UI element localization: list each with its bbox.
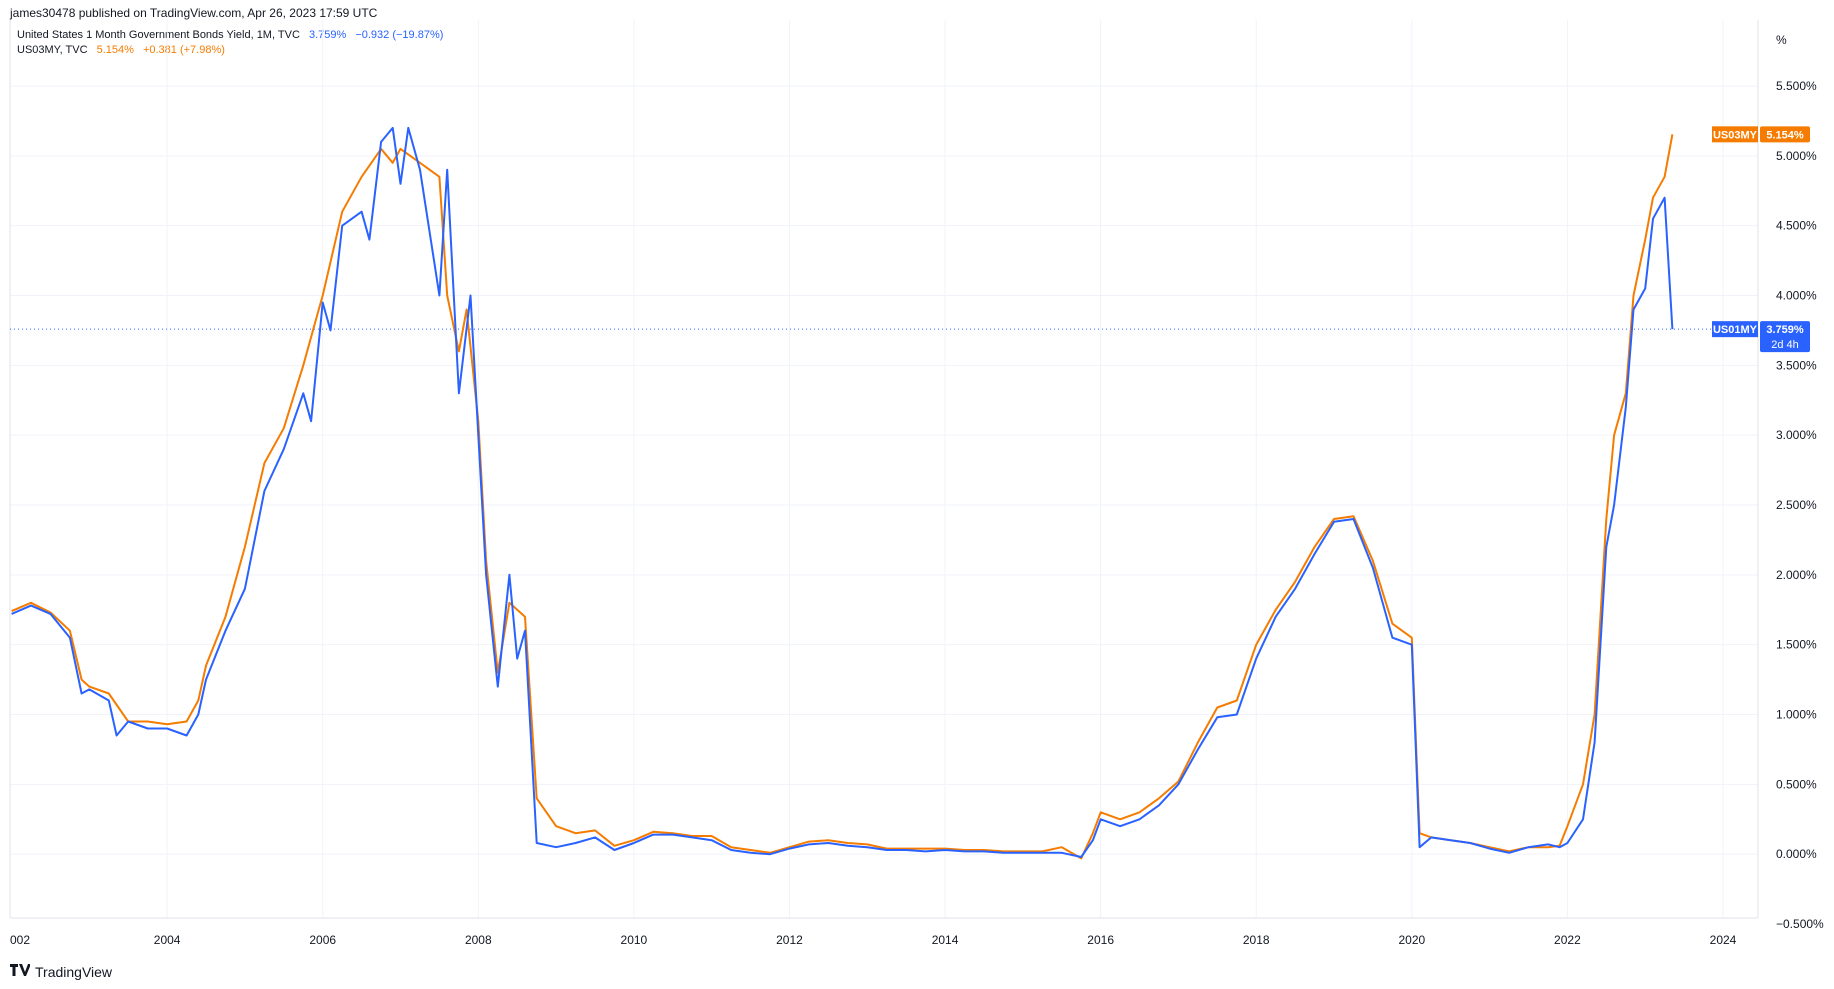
y-tick-label: 5.500% bbox=[1776, 79, 1817, 93]
x-tick-label: 2020 bbox=[1398, 933, 1425, 947]
axis-unit-label: % bbox=[1776, 33, 1787, 47]
time-axis[interactable]: 002 2004 2006 2008 2010 2012 2014 2016 2018 2020 2… bbox=[10, 933, 1737, 947]
y-tick-label: 4.500% bbox=[1776, 219, 1817, 233]
y-tick-label: 0.000% bbox=[1776, 847, 1817, 861]
legend-change-us01my: −0.932 (−19.87%) bbox=[355, 29, 444, 41]
legend-row-us03my[interactable]: US03MY, TVC 5.154% +0.381 (+7.98%) bbox=[17, 44, 231, 56]
price-tag-us01my[interactable]: US01MY 3.759% 2d 4h bbox=[1712, 321, 1810, 353]
price-tag-countdown: 2d 4h bbox=[1771, 339, 1799, 351]
tradingview-logo[interactable]: TradingView bbox=[10, 963, 112, 980]
y-tick-label: 0.500% bbox=[1776, 777, 1817, 791]
legend-row-us01my[interactable]: United States 1 Month Government Bonds Y… bbox=[17, 29, 449, 41]
price-tag-symbol: US03MY bbox=[1713, 129, 1758, 141]
price-tag-symbol: US01MY bbox=[1713, 324, 1758, 336]
x-tick-label: 2010 bbox=[621, 933, 648, 947]
x-tick-label: 2014 bbox=[932, 933, 959, 947]
x-tick-label: 2018 bbox=[1243, 933, 1270, 947]
series-line-us03my[interactable] bbox=[11, 134, 1674, 860]
x-tick-label: 2022 bbox=[1554, 933, 1581, 947]
legend-value-us01my: 3.759% bbox=[308, 29, 347, 41]
legend-name-us01my: United States 1 Month Government Bonds Y… bbox=[17, 29, 300, 41]
legend-value-us03my: 5.154% bbox=[96, 44, 134, 56]
price-tag-value: 3.759% bbox=[1766, 324, 1804, 336]
legend-name-us03my: US03MY, TVC bbox=[17, 44, 88, 56]
y-tick-label: 1.000% bbox=[1776, 708, 1817, 722]
x-tick-label: 2008 bbox=[465, 933, 492, 947]
legend-change-us03my: +0.381 (+7.98%) bbox=[142, 44, 225, 56]
y-tick-label: 3.000% bbox=[1776, 428, 1817, 442]
grid-lines bbox=[10, 20, 1758, 918]
y-tick-label: 4.000% bbox=[1776, 289, 1817, 303]
price-tag-us03my[interactable]: US03MY 5.154% bbox=[1712, 126, 1810, 143]
published-note: james30478 published on TradingView.com,… bbox=[10, 6, 378, 20]
price-axis[interactable]: 5.500% 5.000% 4.500% 4.000% 3.500% 3.000% 2.50… bbox=[1776, 79, 1824, 931]
y-tick-label: 2.500% bbox=[1776, 498, 1817, 512]
y-tick-label: 2.000% bbox=[1776, 568, 1817, 582]
series-lines bbox=[11, 126, 1674, 860]
y-tick-label: 3.500% bbox=[1776, 358, 1817, 372]
series-line-us01my[interactable] bbox=[11, 126, 1674, 858]
x-tick-label: 2012 bbox=[776, 933, 803, 947]
price-tags: US03MY 5.154% US01MY 3.759% 2d 4h bbox=[1712, 126, 1810, 353]
tradingview-logo-text: TradingView bbox=[35, 963, 113, 980]
price-tag-value: 5.154% bbox=[1766, 129, 1804, 141]
x-tick-label: 2024 bbox=[1710, 933, 1737, 947]
x-tick-label: 002 bbox=[10, 933, 30, 947]
price-tag-value-bg bbox=[1760, 126, 1810, 143]
tradingview-logo-icon bbox=[10, 963, 31, 980]
price-tag-value-bg bbox=[1760, 321, 1810, 353]
price-tag-symbol-bg bbox=[1712, 126, 1758, 143]
price-tag-symbol-bg bbox=[1712, 321, 1758, 338]
x-tick-label: 2016 bbox=[1087, 933, 1114, 947]
y-tick-label: 1.500% bbox=[1776, 638, 1817, 652]
x-tick-label: 2004 bbox=[154, 933, 181, 947]
x-tick-label: 2006 bbox=[309, 933, 336, 947]
y-tick-label: 5.000% bbox=[1776, 149, 1817, 163]
y-tick-label: −0.500% bbox=[1776, 917, 1824, 931]
